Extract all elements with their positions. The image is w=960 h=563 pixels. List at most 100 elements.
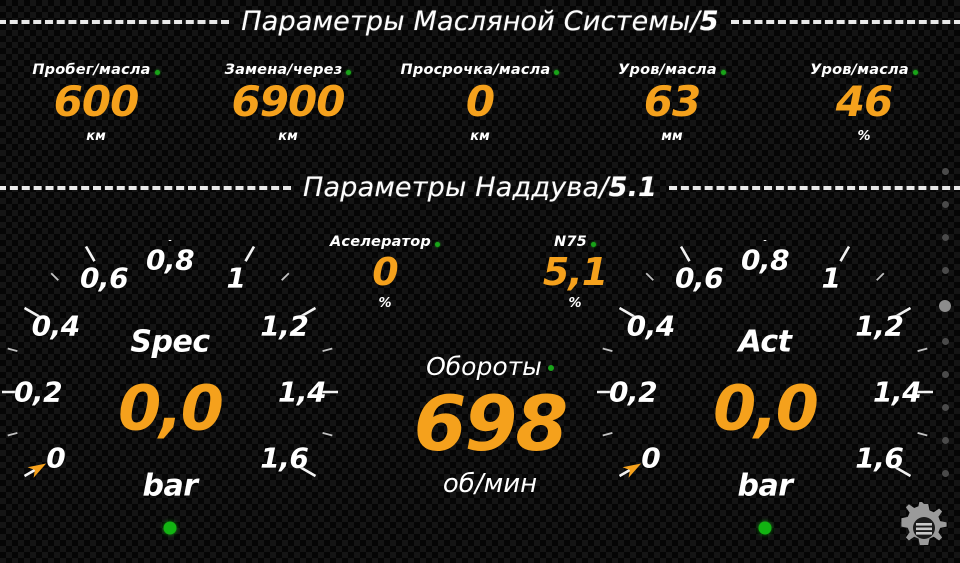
- gauge-act-dial: [597, 240, 933, 478]
- gauge-tick-minor: [281, 272, 290, 281]
- section-header-boost: Параметры Наддува/5.1: [0, 172, 960, 203]
- gauge-tick-label: 0,8: [740, 243, 790, 277]
- gauge-tick-label: 0,4: [31, 309, 81, 343]
- gauge-tick-minor: [50, 272, 59, 281]
- readout-n75[interactable]: N75 5,1 %: [480, 234, 670, 311]
- scroll-dot[interactable]: [941, 371, 949, 378]
- readout-prosrochka-masla[interactable]: Просрочка/масла 0 км: [384, 62, 576, 144]
- gauge-act-led: [758, 521, 772, 535]
- gear-icon: [901, 499, 947, 545]
- gauge-tick-minor: [602, 432, 613, 437]
- gauge-spec-led: [163, 521, 177, 535]
- gauge-tick-major: [895, 306, 912, 318]
- gauge-tick-minor: [7, 432, 18, 437]
- header-dash-left: [0, 19, 230, 24]
- scroll-dot[interactable]: [941, 267, 949, 274]
- status-led: [346, 70, 352, 75]
- header-dash-right: [669, 185, 960, 190]
- gauge-tick-label: 1: [226, 261, 246, 295]
- section-title-boost: Параметры Наддува/5.1: [299, 172, 661, 203]
- gauge-tick-major: [23, 306, 40, 318]
- gauge-spec[interactable]: 0 0,2 0,4 0,6 0,8 1 1,2 1,4 1,6 Spec 0,0 bar: [0, 240, 350, 540]
- readout-unit: %: [857, 128, 871, 144]
- section-title-oil-index: 5: [699, 6, 719, 37]
- gauge-needle-arrow: [27, 463, 47, 478]
- status-led: [154, 70, 160, 75]
- gauge-tick-major: [679, 245, 691, 262]
- page-scroll-indicator[interactable]: [939, 168, 951, 477]
- readout-unit: %: [568, 296, 582, 312]
- rpm-unit: об/мин: [442, 469, 538, 500]
- gauge-act-needle: [622, 463, 642, 478]
- gauge-tick-label: 0,6: [674, 261, 724, 295]
- readout-label: Уров/масла: [810, 62, 918, 78]
- readout-unit: км: [86, 128, 106, 144]
- readout-urov-masla-pct[interactable]: Уров/масла 46 %: [768, 62, 960, 144]
- gauge-tick-label: 0: [46, 441, 66, 475]
- header-dash-right: [730, 19, 960, 24]
- settings-button[interactable]: [898, 499, 950, 554]
- gauge-act[interactable]: 0 0,2 0,4 0,6 0,8 1 1,2 1,4 1,6 Act 0,0 bar: [585, 240, 945, 540]
- rpm-label: Обороты: [426, 352, 554, 381]
- header-dash-left: [0, 185, 291, 190]
- gauge-tick-label: 0,4: [626, 309, 676, 343]
- scroll-dot[interactable]: [941, 404, 949, 411]
- gauge-tick-minor: [322, 347, 333, 352]
- section-title-boost-index: 5.1: [608, 172, 658, 203]
- scroll-dot[interactable]: [941, 201, 949, 208]
- readout-value: 6900: [231, 77, 346, 126]
- gauge-act-name: Act: [738, 324, 792, 360]
- scroll-dot[interactable]: [941, 437, 949, 444]
- readout-value: 600: [53, 77, 140, 126]
- gauge-tick-label: 1,2: [855, 309, 904, 343]
- scroll-dot-active[interactable]: [939, 300, 951, 312]
- readout-accelerator[interactable]: Аселератор 0 %: [290, 234, 480, 311]
- section-header-oil: Параметры Масляной Системы/5: [0, 6, 960, 37]
- gauge-tick-label: 1,4: [277, 375, 327, 409]
- gauge-spec-dial: [2, 240, 338, 478]
- readout-label-text: Аселератор: [329, 234, 431, 250]
- gauge-tick-minor: [322, 432, 333, 437]
- readout-label-text: N75: [554, 234, 587, 250]
- rpm-readout[interactable]: Обороты 698 об/мин: [380, 352, 600, 499]
- scroll-dot[interactable]: [941, 338, 949, 345]
- gauge-tick-label: 1,6: [855, 441, 904, 475]
- gauge-tick-major: [300, 306, 317, 318]
- readout-unit: %: [378, 296, 392, 312]
- gauge-tick-label: 0,6: [79, 261, 129, 295]
- status-led: [554, 70, 560, 75]
- readout-label-text: Замена/через: [224, 62, 343, 78]
- readout-label-text: Уров/масла: [810, 62, 909, 78]
- gauge-tick-label: 1,6: [260, 441, 309, 475]
- status-led: [590, 242, 596, 247]
- gauge-tick-label: 0,2: [13, 375, 63, 409]
- gauge-tick-label: 0,2: [608, 375, 658, 409]
- readout-label: Пробег/масла: [32, 62, 160, 78]
- gauge-tick-minor: [917, 432, 928, 437]
- readout-label: Замена/через: [225, 62, 352, 78]
- gauge-tick-major: [84, 245, 96, 262]
- gauge-tick-minor: [7, 347, 18, 352]
- oil-readout-row: Пробег/масла 600 км Замена/через 6900 км…: [0, 62, 960, 144]
- gauge-tick-minor: [876, 272, 885, 281]
- status-led: [720, 70, 726, 75]
- gauge-tick-major: [244, 245, 256, 262]
- rpm-label-text: Обороты: [426, 352, 542, 381]
- readout-value: 46: [835, 77, 893, 126]
- scroll-dot[interactable]: [941, 470, 949, 477]
- readout-zamena-cherez[interactable]: Замена/через 6900 км: [192, 62, 384, 144]
- gauge-spec-name: Spec: [130, 324, 210, 360]
- status-led: [435, 242, 440, 247]
- scroll-dot[interactable]: [941, 168, 949, 175]
- readout-label-text: Уров/масла: [618, 62, 717, 78]
- section-title-boost-text: Параметры Наддува/: [302, 172, 609, 203]
- readout-urov-masla-mm[interactable]: Уров/масла 63 мм: [576, 62, 768, 144]
- readout-label: N75: [554, 234, 596, 250]
- scroll-dot[interactable]: [941, 234, 949, 241]
- readout-probeg-masla[interactable]: Пробег/масла 600 км: [0, 62, 192, 144]
- readout-label: Аселератор: [330, 234, 440, 250]
- readout-value: 5,1: [542, 250, 608, 294]
- gauge-spec-needle: [27, 463, 47, 478]
- section-title-oil: Параметры Масляной Системы/5: [237, 6, 723, 37]
